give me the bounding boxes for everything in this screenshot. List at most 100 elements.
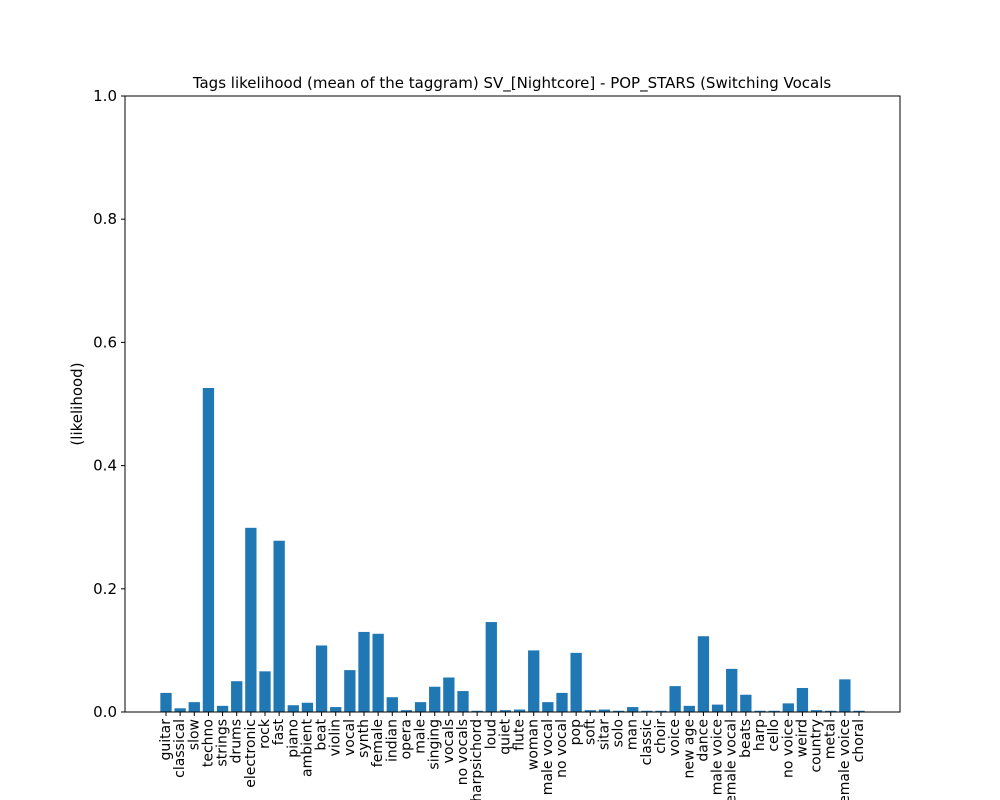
bar-dance (697, 636, 710, 712)
x-tick-label: techno (200, 719, 216, 767)
bar-man (627, 707, 639, 712)
x-tick-label: indian (384, 719, 400, 762)
bar-country (810, 710, 823, 712)
x-tick-label: male vocal (540, 719, 556, 795)
x-tick-label: male (413, 719, 429, 754)
bar-techno (202, 387, 215, 712)
bar-strings (216, 705, 229, 712)
bar-male-voice (711, 704, 724, 712)
bar-indian (386, 697, 398, 712)
y-tick-label: 1.0 (93, 87, 117, 105)
x-tick-label: singing (427, 719, 443, 770)
bar-synth (358, 631, 370, 712)
x-tick-label: ambient (299, 718, 315, 776)
x-tick-label: strings (215, 719, 231, 766)
x-tick-label: female voice (837, 719, 853, 800)
bar-violin (330, 707, 342, 712)
y-tick-label: 0.4 (93, 457, 117, 475)
bar-piano (287, 705, 299, 712)
bar-vocals (443, 677, 455, 712)
x-tick-label: electronic (243, 719, 259, 788)
x-tick-label: vocal (342, 719, 358, 756)
x-tick-label: male voice (710, 719, 726, 795)
bar-choir (655, 710, 667, 712)
x-tick-label: female vocal (724, 719, 740, 800)
bar-female-vocal (726, 668, 738, 712)
bar-no-voice (782, 703, 794, 712)
x-tick-label: voice (667, 719, 683, 756)
x-tick-label: piano (285, 719, 301, 758)
x-tick-label: drums (229, 719, 245, 763)
bar-female-voice (839, 679, 851, 712)
y-axis-label: (likelihood) (68, 362, 86, 445)
bar-no-vocal (556, 692, 568, 712)
bar-no-vocals (457, 691, 469, 712)
x-tick-label: no vocals (455, 719, 471, 785)
x-tick-label: solo (611, 719, 627, 747)
y-tick-label: 0.6 (93, 333, 117, 351)
y-tick-label: 0.2 (93, 580, 117, 598)
bar-series (160, 387, 865, 712)
bar-male-vocal (542, 702, 554, 712)
bar-harpsichord (471, 710, 483, 712)
x-tick-label: man (625, 719, 641, 750)
x-tick-label: beats (738, 719, 754, 758)
bar-quiet (499, 710, 512, 712)
bar-loud (485, 622, 497, 712)
y-tick-label: 0.8 (93, 210, 117, 228)
x-tick-label: beat (314, 718, 330, 750)
x-axis-ticks: guitarclassicalslowtechnostringsdrumsele… (158, 712, 867, 800)
bar-flute (513, 709, 526, 712)
bar-female (372, 633, 384, 712)
x-tick-label: soft (582, 718, 598, 745)
y-tick-label: 0.0 (93, 703, 117, 721)
x-tick-label: dance (695, 719, 711, 762)
bar-pop (570, 652, 582, 712)
bar-male (414, 702, 427, 712)
bar-ambient (301, 702, 314, 712)
x-tick-label: synth (356, 719, 372, 758)
x-tick-label: quiet (497, 719, 513, 755)
bar-guitar (160, 692, 172, 712)
x-tick-label: slow (186, 719, 202, 750)
bar-choral (853, 710, 865, 712)
x-tick-label: guitar (158, 719, 174, 761)
x-tick-label: fast (271, 718, 287, 745)
bar-sitar (598, 709, 611, 712)
bar-harp (754, 710, 766, 712)
x-tick-label: vocals (441, 719, 457, 763)
x-tick-label: no voice (780, 719, 796, 778)
bar-solo (612, 710, 625, 712)
chart-title: Tags likelihood (mean of the taggram) SV… (192, 74, 832, 93)
bar-classical (174, 708, 186, 712)
x-tick-label: woman (526, 719, 542, 770)
bar-voice (669, 686, 681, 712)
bar-classic (641, 710, 653, 712)
x-tick-label: sitar (596, 719, 612, 750)
bar-new-age (683, 705, 695, 712)
x-tick-label: pop (568, 719, 584, 745)
bar-vocal (344, 670, 356, 712)
x-tick-label: metal (823, 719, 839, 759)
x-tick-label: no vocal (554, 719, 570, 778)
x-tick-label: classic (639, 719, 655, 765)
x-tick-label: cello (766, 719, 782, 752)
bar-drums (231, 681, 243, 712)
bar-electronic (245, 527, 257, 712)
bar-metal (825, 710, 837, 712)
bar-fast (273, 540, 285, 712)
bar-slow (188, 702, 200, 712)
plot-area-frame (124, 95, 901, 713)
x-tick-label: flute (512, 719, 528, 751)
bar-singing (429, 686, 441, 712)
bar-rock (259, 671, 271, 712)
y-axis-ticks: 0.0 0.2 0.4 0.6 0.8 1.0 (93, 87, 125, 721)
x-tick-label: female (370, 719, 386, 767)
x-tick-label: violin (328, 719, 344, 756)
bar-beats (740, 694, 752, 712)
bar-soft (584, 710, 596, 712)
x-tick-label: choral (851, 719, 867, 762)
x-tick-label: weird (794, 719, 810, 757)
x-tick-label: harp (752, 719, 768, 751)
